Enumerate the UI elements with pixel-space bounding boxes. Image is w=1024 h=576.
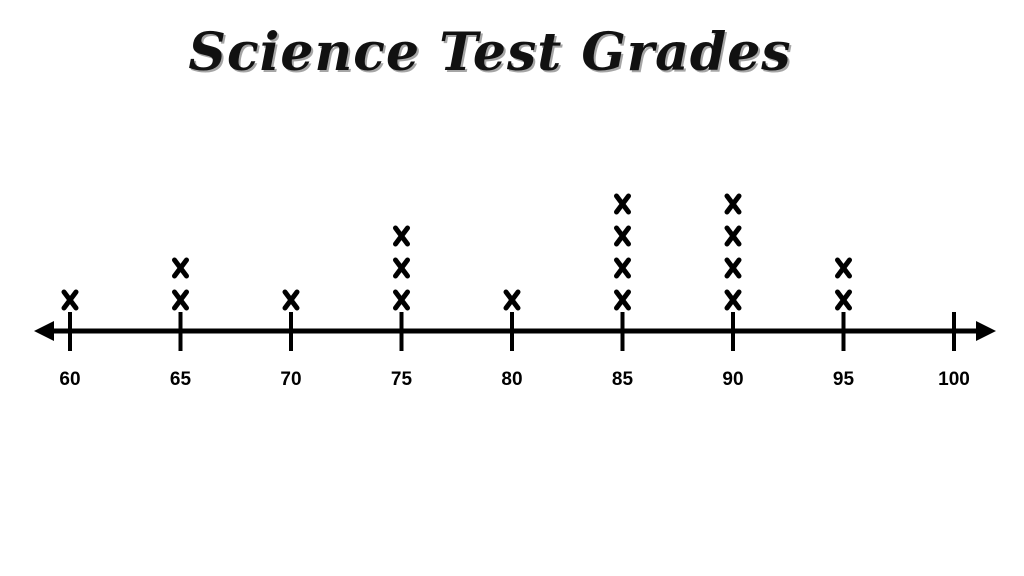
data-mark-x [393,225,410,247]
data-mark-x [724,257,742,279]
data-mark-x [393,289,410,311]
data-mark-x [614,289,631,311]
chart-title: Science Test Grades [188,22,792,83]
tick-label: 65 [170,369,192,390]
data-mark-x [503,289,521,311]
data-marks [61,193,852,311]
data-mark-x [614,193,631,215]
tick-label: 80 [501,369,522,390]
data-mark-x [172,289,189,311]
axis-arrow-right [976,321,996,341]
data-mark-x [835,289,852,311]
tick-label: 75 [391,369,413,390]
tick-label: 70 [280,369,301,390]
data-mark-x [393,257,410,279]
data-mark-x [61,289,79,311]
data-mark-x [835,257,852,279]
data-mark-x [614,225,631,247]
data-mark-x [282,289,300,311]
tick-labels: 60 65 70 75 80 85 90 95 100 [59,369,969,390]
tick-label: 90 [722,369,743,390]
data-mark-x [724,289,742,311]
axis-ticks [68,312,956,351]
axis-arrow-left [34,321,54,341]
data-mark-x [614,257,631,279]
tick-label: 100 [938,369,970,390]
number-line-axis [34,321,996,341]
tick-label: 95 [833,369,855,390]
tick-label: 85 [612,369,634,390]
data-mark-x [724,193,742,215]
tick-label: 60 [59,369,80,390]
data-mark-x [172,257,189,279]
data-mark-x [724,225,742,247]
